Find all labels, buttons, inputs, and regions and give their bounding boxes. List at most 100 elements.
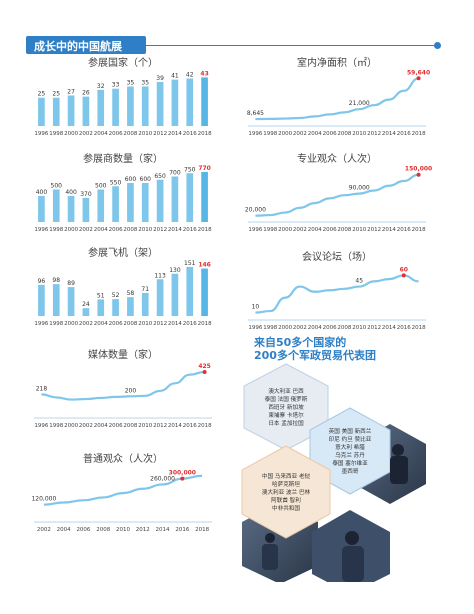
x-tick-label: 2010 — [138, 227, 152, 233]
data-label: 59,640 — [407, 69, 430, 76]
series-line — [255, 77, 419, 121]
x-tick-label: 2006 — [323, 227, 337, 233]
x-tick-label: 2008 — [96, 527, 110, 533]
chart-area: 室内净面积（㎡） 1996 1998 2000 2002 2004 2006 2008 2010… — [247, 56, 430, 137]
x-tick-label: 2012 — [367, 325, 381, 331]
data-label: 71 — [141, 286, 149, 293]
x-tick-label: 2006 — [76, 527, 90, 533]
person-head — [345, 531, 359, 545]
x-tick-label: 2008 — [337, 131, 351, 137]
bar — [141, 183, 149, 222]
country-list-line: 意大利 希腊 — [335, 443, 365, 451]
country-list-line: 中国 马来西亚 老挝 — [262, 472, 311, 480]
x-tick-label: 1996 — [248, 227, 262, 233]
x-tick-label: 2004 — [94, 423, 108, 429]
data-label: 650 — [154, 173, 166, 180]
bar — [127, 86, 134, 126]
bar — [38, 97, 45, 126]
data-label: 600 — [140, 176, 152, 183]
bar — [82, 96, 90, 126]
x-tick-label: 1998 — [49, 131, 63, 137]
x-tick-label: 2004 — [308, 227, 322, 233]
x-tick-label: 2012 — [136, 527, 150, 533]
bar — [186, 266, 194, 316]
x-tick-label: 2008 — [337, 325, 351, 331]
x-tick-label: 2012 — [153, 321, 167, 327]
bar — [38, 196, 45, 222]
data-label: 500 — [51, 183, 63, 190]
x-tick-label: 1996 — [248, 131, 262, 137]
data-label: 370 — [80, 191, 92, 198]
bar — [82, 197, 90, 222]
country-list-line: 泰国 法国 俄罗斯 — [265, 395, 308, 403]
data-label: 151 — [184, 260, 196, 267]
bar — [52, 97, 60, 126]
x-tick-label: 2008 — [123, 321, 137, 327]
x-tick-label: 2000 — [64, 423, 78, 429]
x-tick-label: 1998 — [49, 227, 63, 233]
bar — [127, 183, 134, 222]
data-label: 96 — [38, 278, 46, 285]
data-label: 98 — [52, 277, 60, 284]
x-tick-label: 2006 — [323, 131, 337, 137]
chart-professional: 专业观众（人次） 1996 1998 2000 2002 2004 2006 2008 2010… — [245, 152, 432, 233]
bar — [171, 273, 179, 316]
x-tick-label: 2002 — [293, 227, 307, 233]
chart-title: 专业观众（人次） — [297, 152, 377, 165]
x-tick-label: 1998 — [49, 423, 63, 429]
x-tick-label: 2000 — [64, 131, 78, 137]
data-label: 52 — [112, 292, 120, 299]
chart-exhibitors: 参展商数量（家） 1996 1998 2000 2002 2004 2006 2008 2010… — [34, 152, 212, 233]
x-tick-label: 2004 — [308, 325, 322, 331]
x-tick-label: 2004 — [94, 321, 108, 327]
x-tick-label: 2014 — [168, 321, 182, 327]
bar — [38, 284, 45, 316]
chart-public: 普通观众（人次） 2002 2004 2006 2008 2010 2012 2014 2016… — [31, 452, 212, 533]
data-label: 400 — [65, 189, 77, 196]
data-label: 24 — [82, 301, 90, 308]
x-tick-label: 2000 — [64, 227, 78, 233]
data-label: 146 — [198, 262, 211, 269]
country-list-line: 印尼 约旦 赞比亚 — [329, 435, 372, 443]
x-tick-label: 2008 — [337, 227, 351, 233]
bar — [201, 171, 208, 222]
bar — [156, 279, 164, 316]
data-label: 27 — [67, 88, 75, 95]
data-label: 45 — [355, 278, 363, 285]
data-label: 89 — [67, 280, 75, 287]
data-label: 39 — [156, 75, 164, 82]
data-label: 150,000 — [405, 166, 432, 173]
x-tick-label: 2010 — [116, 527, 130, 533]
bar — [201, 77, 208, 126]
chart-title: 室内净面积（㎡） — [297, 56, 377, 69]
x-tick-label: 2004 — [308, 131, 322, 137]
bar — [186, 173, 194, 222]
x-tick-label: 2002 — [79, 131, 93, 137]
x-tick-label: 2012 — [153, 131, 167, 137]
data-label: 260,000 — [150, 475, 175, 482]
data-label: 770 — [198, 165, 211, 172]
x-tick-label: 2000 — [278, 227, 292, 233]
x-tick-label: 2000 — [278, 325, 292, 331]
bar — [156, 179, 164, 222]
x-tick-label: 1998 — [263, 131, 277, 137]
person-body — [262, 544, 278, 570]
data-label: 8,645 — [247, 110, 264, 117]
data-label: 60 — [400, 266, 408, 273]
chart-title: 普通观众（人次） — [83, 452, 163, 465]
x-tick-label: 1996 — [34, 131, 48, 137]
bar — [171, 176, 179, 222]
chart-forums: 会议论坛（场）1996 1998 2000 2002 2004 2006 2008 2010 2… — [248, 250, 426, 331]
highlight-point — [416, 76, 421, 81]
x-tick-label: 2002 — [79, 423, 93, 429]
x-tick-label: 2010 — [352, 227, 366, 233]
x-tick-label: 2016 — [397, 227, 411, 233]
x-tick-label: 2012 — [153, 227, 167, 233]
x-tick-label: 2010 — [352, 325, 366, 331]
x-tick-label: 2016 — [183, 131, 197, 137]
x-tick-label: 2000 — [278, 131, 292, 137]
x-tick-label: 2014 — [382, 325, 396, 331]
x-tick-label: 2016 — [397, 131, 411, 137]
data-label: 500 — [95, 183, 107, 190]
